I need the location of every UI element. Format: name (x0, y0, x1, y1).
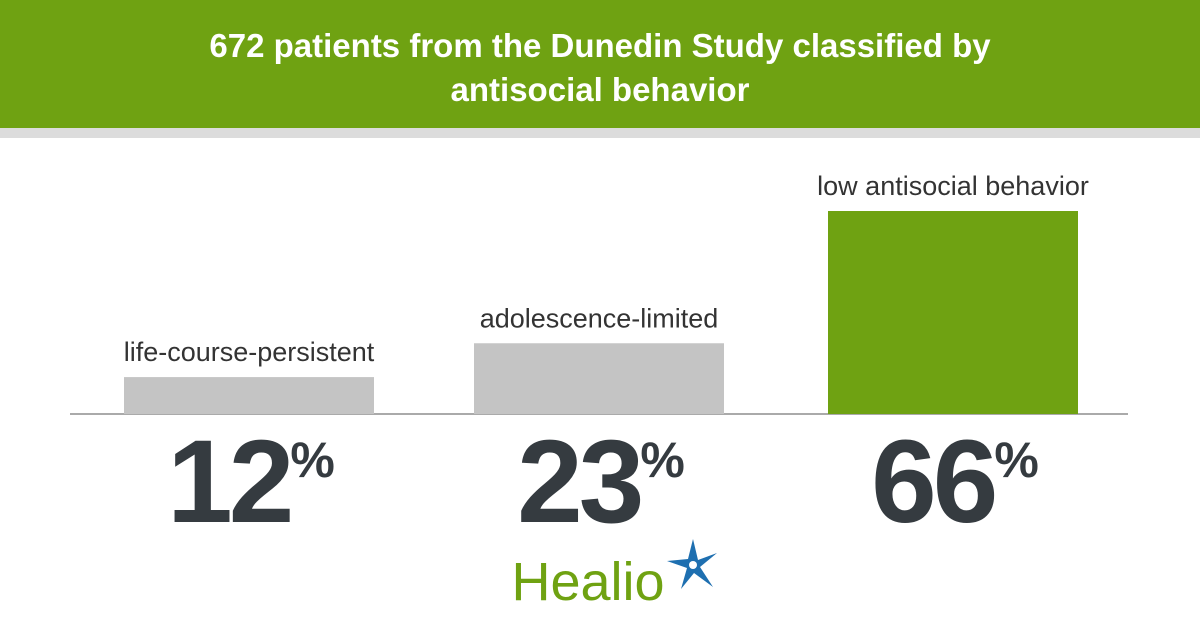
chart-title: 672 patients from the Dunedin Study clas… (209, 27, 991, 108)
value-label: 66% (871, 416, 1038, 548)
category-label: life-course-persistent (124, 337, 375, 367)
bar (124, 377, 374, 414)
logo: Healio (511, 552, 664, 612)
header-band: 672 patients from the Dunedin Study clas… (0, 0, 1200, 138)
category-label: adolescence-limited (480, 303, 719, 333)
bar (828, 211, 1078, 414)
bar (474, 343, 724, 414)
logo-star (667, 539, 717, 589)
value-label: 23% (517, 416, 684, 548)
category-label: low antisocial behavior (817, 171, 1089, 201)
value-label: 12% (167, 416, 334, 548)
